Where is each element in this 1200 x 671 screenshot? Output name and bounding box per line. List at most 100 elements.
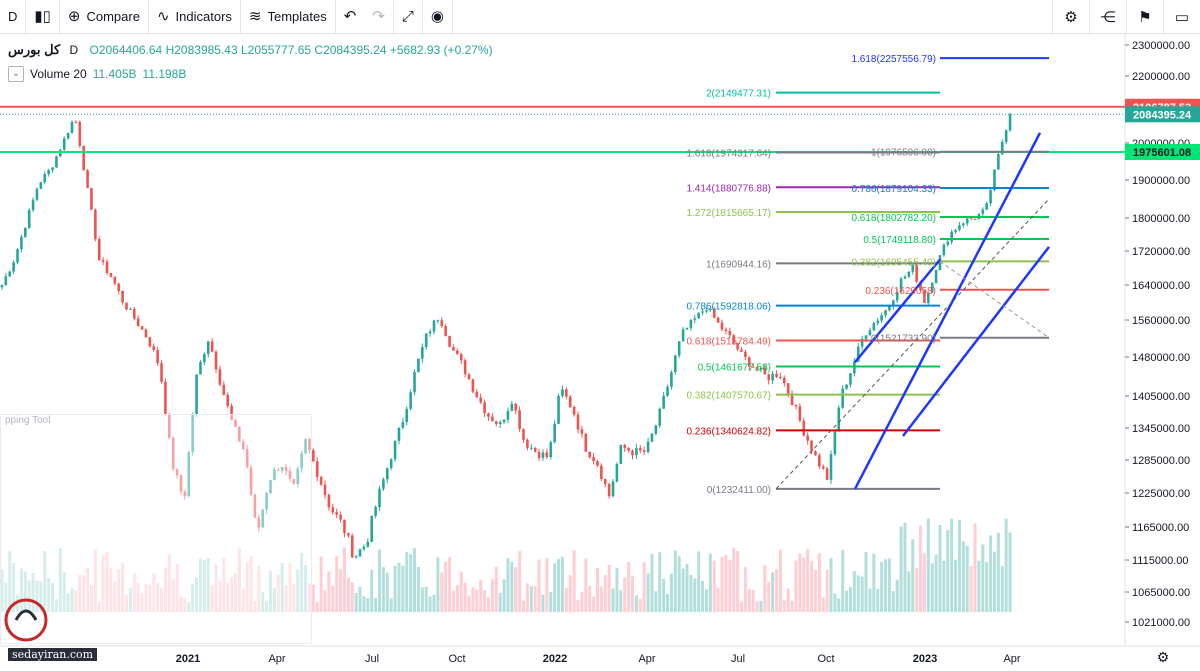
volume-bar bbox=[233, 573, 237, 612]
compare-label: Compare bbox=[86, 9, 140, 24]
candle-body bbox=[923, 290, 926, 303]
volume-bar bbox=[62, 572, 66, 612]
volume-bar bbox=[798, 553, 802, 612]
volume-bar bbox=[926, 518, 930, 612]
volume-bar bbox=[191, 584, 195, 612]
legend-change: +5682.93 (+0.27%) bbox=[389, 43, 493, 57]
chart-style-button[interactable]: ▮▯ bbox=[26, 0, 60, 34]
candle-body bbox=[424, 333, 428, 347]
volume-bar bbox=[269, 570, 273, 612]
volume-bar bbox=[934, 554, 938, 612]
candle-body bbox=[339, 514, 342, 520]
price-tag-label: 2084395.24 bbox=[1133, 109, 1192, 121]
volume-bar bbox=[179, 596, 183, 612]
volume-bar bbox=[144, 583, 148, 612]
y-tick-label: 1640000.00 bbox=[1132, 280, 1190, 292]
candle-body bbox=[895, 291, 899, 301]
candle-body bbox=[327, 494, 331, 508]
symbol-name: کل بورس bbox=[8, 42, 61, 57]
volume-bar bbox=[128, 587, 132, 612]
eye-button[interactable]: ◉ bbox=[423, 0, 453, 34]
volume-bar bbox=[276, 574, 280, 612]
volume-bar bbox=[876, 588, 880, 612]
volume-bar bbox=[132, 572, 136, 612]
candle-body bbox=[109, 272, 113, 277]
candle-body bbox=[234, 419, 237, 428]
volume-bar bbox=[860, 576, 864, 612]
candle-body bbox=[389, 459, 393, 469]
indicators-button[interactable]: ∿ Indicators bbox=[149, 0, 241, 34]
candle-body bbox=[436, 320, 440, 322]
publish-button[interactable]: ▭ bbox=[1163, 0, 1200, 34]
volume-bar bbox=[946, 529, 950, 612]
volume-bar bbox=[611, 588, 615, 612]
channel-line bbox=[902, 246, 1050, 437]
candle-body bbox=[724, 329, 728, 331]
candle-body bbox=[751, 366, 755, 368]
redo-button[interactable]: ↷ bbox=[364, 0, 394, 34]
y-tick-label: 1560000.00 bbox=[1132, 315, 1190, 327]
candle-body bbox=[962, 223, 965, 226]
share-button[interactable]: ⋲ bbox=[1089, 0, 1126, 34]
volume-bar bbox=[214, 564, 218, 612]
undo-button[interactable]: ↶ bbox=[336, 0, 365, 34]
templates-button[interactable]: ≋ Templates bbox=[241, 0, 336, 34]
volume-bar bbox=[354, 592, 358, 612]
drawings bbox=[0, 57, 1125, 490]
volume-bar bbox=[288, 563, 292, 612]
candle-body bbox=[701, 311, 704, 313]
volume-bar bbox=[405, 552, 409, 612]
volume-bar bbox=[852, 571, 856, 612]
fullscreen-button[interactable]: ⤢ bbox=[394, 0, 423, 34]
price-chart[interactable]: 2300000.002200000.002100000.002000000.00… bbox=[0, 34, 1200, 671]
volume-bar bbox=[4, 582, 8, 612]
volume-bar bbox=[981, 544, 985, 612]
trend-dash bbox=[939, 261, 1050, 339]
channel-line bbox=[854, 258, 941, 363]
interval-button[interactable]: D bbox=[0, 0, 27, 34]
fullscreen-icon: ⤢ bbox=[401, 8, 414, 25]
candle-body bbox=[144, 329, 148, 338]
compare-button[interactable]: ⊕ Compare bbox=[60, 0, 149, 34]
volume-bar bbox=[0, 569, 4, 612]
settings-button[interactable]: ⚙ bbox=[1052, 0, 1089, 34]
volume-bar bbox=[747, 589, 751, 612]
fib-level-label: 1(1976506.00) bbox=[871, 148, 936, 159]
candle-body bbox=[779, 376, 782, 378]
volume-bar bbox=[553, 563, 557, 612]
candle-body bbox=[623, 444, 627, 448]
candle-body bbox=[8, 271, 12, 277]
volume-bar bbox=[895, 579, 899, 612]
collapse-icon[interactable]: ⌄ bbox=[8, 66, 24, 82]
y-tick-label: 1800000.00 bbox=[1132, 213, 1190, 225]
volume-bar bbox=[27, 580, 31, 612]
snapshot-button[interactable]: ⚑ bbox=[1126, 0, 1163, 34]
watermark-logo bbox=[4, 598, 48, 642]
x-tick-label: 2022 bbox=[543, 653, 567, 665]
candle-body bbox=[856, 346, 860, 362]
volume-bar bbox=[938, 524, 942, 612]
y-tick-label: 2200000.00 bbox=[1132, 71, 1190, 83]
y-tick-label: 1405000.00 bbox=[1132, 391, 1190, 403]
candle-body bbox=[249, 467, 253, 495]
candle-body bbox=[168, 414, 171, 438]
volume-bar bbox=[666, 593, 670, 612]
candle-body bbox=[522, 429, 525, 440]
candle-body bbox=[611, 481, 615, 497]
volume-bar bbox=[669, 573, 673, 612]
candle-body bbox=[860, 339, 864, 347]
volume-bar bbox=[942, 560, 946, 612]
volume-bar bbox=[237, 548, 241, 612]
volume-bar bbox=[957, 519, 961, 612]
candle-body bbox=[899, 278, 903, 292]
volume-bar bbox=[257, 566, 261, 612]
candle-body bbox=[510, 403, 514, 411]
volume-bar bbox=[584, 558, 588, 612]
volume-bar bbox=[393, 565, 397, 612]
candle-body bbox=[132, 308, 136, 319]
candle-body bbox=[821, 466, 825, 469]
candle-body bbox=[891, 300, 895, 307]
candle-body bbox=[94, 209, 97, 240]
candle-body bbox=[993, 169, 996, 191]
candle-body bbox=[374, 506, 377, 517]
